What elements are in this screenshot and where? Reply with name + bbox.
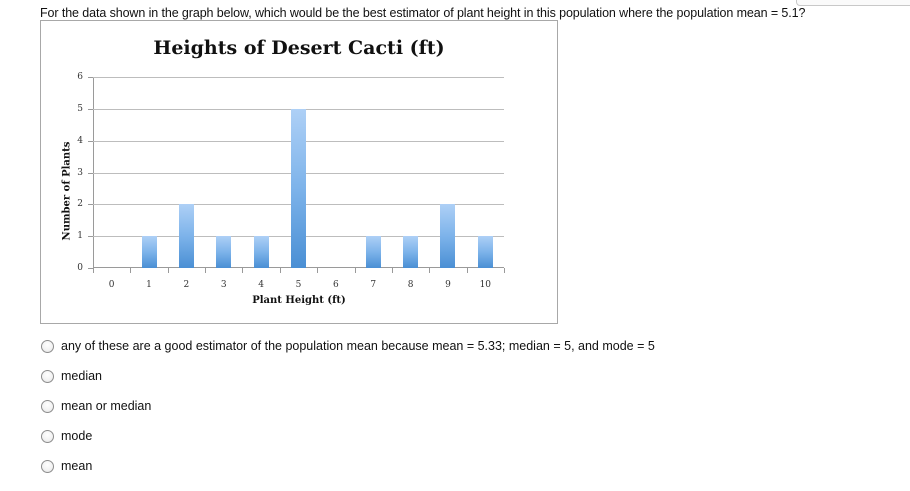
x-tick-mark <box>317 268 319 273</box>
answer-option[interactable]: any of these are a good estimator of the… <box>41 339 655 353</box>
y-tick-label: 0 <box>77 263 83 273</box>
x-tick-mark <box>391 268 393 273</box>
y-tick-label: 4 <box>77 135 83 146</box>
chart-title: Heights of Desert Cacti (ft) <box>153 37 445 59</box>
radio-button[interactable] <box>41 399 54 413</box>
answer-option-label: median <box>61 369 102 383</box>
y-axis-label: Number of Plants <box>61 141 73 241</box>
x-tick-label: 9 <box>445 280 451 290</box>
answer-option-label: any of these are a good estimator of the… <box>61 339 655 353</box>
radio-button[interactable] <box>41 459 54 473</box>
answer-option[interactable]: mean <box>41 459 92 473</box>
x-tick-mark <box>167 268 169 273</box>
y-tick-mark <box>88 77 93 78</box>
bar-height-8 <box>403 236 419 268</box>
x-tick-mark <box>354 268 356 273</box>
x-tick-mark <box>429 268 431 273</box>
answer-option[interactable]: mean or median <box>41 399 151 413</box>
radio-button[interactable] <box>41 369 54 383</box>
y-tick-label: 1 <box>77 231 83 242</box>
x-tick-label: 8 <box>407 280 414 290</box>
bar-height-10 <box>477 236 493 268</box>
x-tick-mark <box>242 268 244 273</box>
bar-height-5 <box>291 108 306 268</box>
y-tick-label: 3 <box>77 167 83 178</box>
y-tick-mark <box>88 268 93 269</box>
x-tick-label: 5 <box>295 280 302 290</box>
y-tick-mark <box>88 204 93 206</box>
y-tick-mark <box>88 108 93 110</box>
radio-button[interactable] <box>41 429 54 443</box>
answer-option-label: mode <box>61 429 93 443</box>
plot-area: 0 1 2 3 4 5 6 0 1 2 3 4 5 6 7 8 9 10 <box>77 72 505 290</box>
gridline <box>93 77 504 78</box>
bar-height-7 <box>365 236 381 268</box>
bar-height-1 <box>141 236 157 268</box>
question-text: For the data shown in the graph below, w… <box>40 6 806 20</box>
answer-option-label: mean or median <box>61 399 152 413</box>
x-tick-mark <box>93 268 94 273</box>
answer-option[interactable]: median <box>41 369 102 383</box>
answer-option-label: mean <box>61 459 93 473</box>
x-tick-label: 0 <box>108 280 115 290</box>
y-tick-label: 2 <box>77 199 83 210</box>
top-right-panel-edge <box>796 0 910 6</box>
bar-height-9 <box>440 204 456 268</box>
x-tick-mark <box>466 268 468 273</box>
x-tick-label: 1 <box>146 280 152 290</box>
x-tick-label: 3 <box>220 280 227 290</box>
y-tick-label: 6 <box>77 72 83 82</box>
answer-option[interactable]: mode <box>41 429 92 443</box>
x-tick-mark <box>279 268 281 273</box>
y-tick-mark <box>88 140 93 142</box>
y-tick-mark <box>88 172 93 174</box>
x-tick-label: 2 <box>183 280 190 290</box>
chart-container: Heights of Desert Cacti (ft) Number of P… <box>40 20 558 324</box>
y-tick-label: 5 <box>77 103 83 114</box>
x-tick-label: 4 <box>258 280 264 290</box>
y-tick-mark <box>88 236 93 238</box>
x-tick-mark <box>205 268 207 273</box>
bar-height-4 <box>253 236 269 268</box>
x-tick-label: 7 <box>370 280 377 290</box>
x-tick-mark <box>130 268 132 273</box>
x-axis-label: Plant Height (ft) <box>252 295 346 306</box>
x-tick-mark <box>504 268 505 273</box>
bar-height-3 <box>216 236 232 268</box>
x-tick-label: 10 <box>479 280 492 290</box>
bar-height-2 <box>178 204 194 268</box>
x-tick-label: 6 <box>332 280 339 290</box>
radio-button[interactable] <box>41 339 54 353</box>
